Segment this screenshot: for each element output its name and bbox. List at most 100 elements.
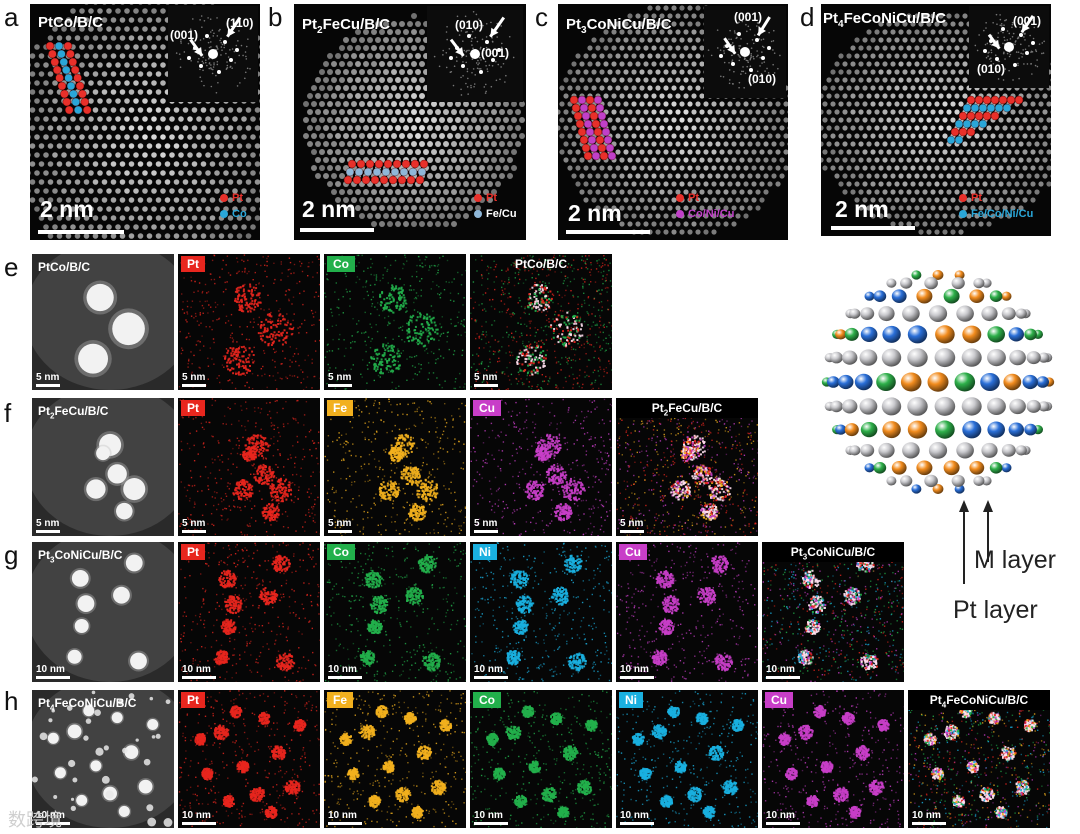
element-map-render [324,542,466,682]
element-map-fe: Fe 5 nm [324,398,466,536]
overlay-label-part: 2 [664,408,668,417]
scale-bar-line [36,530,60,533]
atom-legend: Pt Co/Ni/Cu [676,190,734,222]
element-tag: Pt [181,692,205,708]
sphere-model [821,270,1055,494]
haadf-image: Pt3CoNiCu/B/C 10 nm [32,542,174,682]
miller-index: (010) [455,18,483,32]
overlay-map: Pt4FeCoNiCu/B/C 10 nm [908,690,1050,828]
lattice-image [821,4,1051,236]
hrtem-title: Pt3CoNiCu/B/C [566,16,672,36]
fft-inset: (010) (001) [427,6,523,102]
overlay-label: Pt4FeCoNiCu/B/C [908,690,1050,710]
element-map-render [616,542,758,682]
m-layer-label: M layer [974,546,1056,575]
element-tag: Ni [619,692,643,708]
co-atom-icon [220,210,228,219]
element-map-pt: Pt 10 nm [178,542,320,682]
element-map-co: Co 10 nm [470,690,612,828]
element-tag: Cu [473,400,501,416]
element-map-pt: Pt 5 nm [178,254,320,390]
panel-letter-d: d [800,2,814,33]
element-tag: Pt [181,400,205,416]
sample-label: Pt3CoNiCu/B/C [38,548,122,564]
pt-atom-icon [959,194,967,203]
scale-bar-label: 2 nm [40,196,94,223]
scale-bar-line [474,530,498,533]
scale-bar: 5 nm [328,372,352,387]
overlay-map: Pt3CoNiCu/B/C 10 nm [762,542,904,682]
haadf-image-render [32,254,174,390]
layer-arrows [959,500,993,584]
element-tag: Pt [181,256,205,272]
miller-index: (010) [977,62,1005,76]
panel-letter-g: g [4,540,18,571]
pt-atom-icon [676,194,684,203]
overlay-label-part: 3 [803,552,807,561]
element-map-pt: Pt 10 nm [178,690,320,828]
scale-bar-label: 5 nm [328,518,351,529]
scale-bar-label: 10 nm [474,664,503,675]
scale-bar-label: 10 nm [182,810,211,821]
pt-atom-icon [474,194,482,203]
element-map-render [470,542,612,682]
element-tag: Cu [765,692,793,708]
scale-bar-line [328,822,362,825]
scale-bar [300,228,374,232]
title-subscript: 3 [581,25,587,36]
scale-bar-label: 5 nm [182,372,205,383]
atom-legend: Pt Fe/Co/Ni/Cu [959,190,1033,222]
hrtem-panel-a: PtCo/B/C (001) (110) Pt Co 2 nm [30,4,260,240]
scale-bar-label: 2 nm [835,196,889,223]
sample-label-part: Pt [38,404,50,418]
scale-bar-label: 10 nm [620,810,649,821]
legend-label: Fe/Co/Ni/Cu [971,208,1033,220]
title-part: FeCu/B/C [323,16,391,33]
scale-bar-label: 10 nm [766,810,795,821]
miller-index: (110) [226,16,253,30]
hrtem-panel-c: Pt3CoNiCu/B/C (001) (010) Pt Co/Ni/Cu 2 … [558,4,788,240]
element-map-render [762,690,904,828]
scale-bar-line [474,822,508,825]
scale-bar: 10 nm [912,810,946,825]
scale-bar: 10 nm [328,664,362,679]
overlay-map-render [908,690,1050,828]
scale-bar-line [912,822,946,825]
scale-bar-label: 5 nm [182,518,205,529]
scale-bar-label: 10 nm [36,664,65,675]
hrtem-title: PtCo/B/C [38,14,103,31]
element-map-render [470,398,612,536]
overlay-label-part: CoNiCu/B/C [807,545,875,559]
scale-bar-label: 5 nm [474,372,497,383]
sample-label-part: 3 [50,555,54,564]
scale-bar-label: 10 nm [328,664,357,675]
title-part: FeCoNiCu/B/C [844,10,947,27]
element-tag: Co [327,256,355,272]
element-tag: Cu [619,544,647,560]
scale-bar-line [182,676,216,679]
element-map-co: Co 5 nm [324,254,466,390]
overlay-label: Pt2FeCu/B/C [616,398,758,418]
scale-bar-line [36,676,70,679]
element-map-render [178,398,320,536]
element-map-render [324,690,466,828]
element-map-render [470,690,612,828]
sample-label-part: PtCo/B/C [38,260,90,274]
sample-label-part: Pt [38,696,50,710]
pt-atom-icon [220,194,228,203]
nanoparticle-model [818,262,1058,502]
sample-label: Pt4FeCoNiCu/B/C [38,696,136,712]
scale-bar: 10 nm [766,664,800,679]
legend-label: Fe/Cu [486,208,517,220]
scale-bar: 5 nm [182,372,206,387]
scale-bar: 10 nm [620,664,654,679]
panel-letter-e: e [4,252,18,283]
scale-bar-line [36,822,70,825]
scale-bar-line [474,676,508,679]
pt-layer-label: Pt layer [953,596,1038,625]
lattice-image [294,4,526,240]
scale-bar: 10 nm [328,810,362,825]
scale-bar-line [766,676,800,679]
overlay-map-render [616,398,758,536]
scale-bar-label: 5 nm [328,372,351,383]
